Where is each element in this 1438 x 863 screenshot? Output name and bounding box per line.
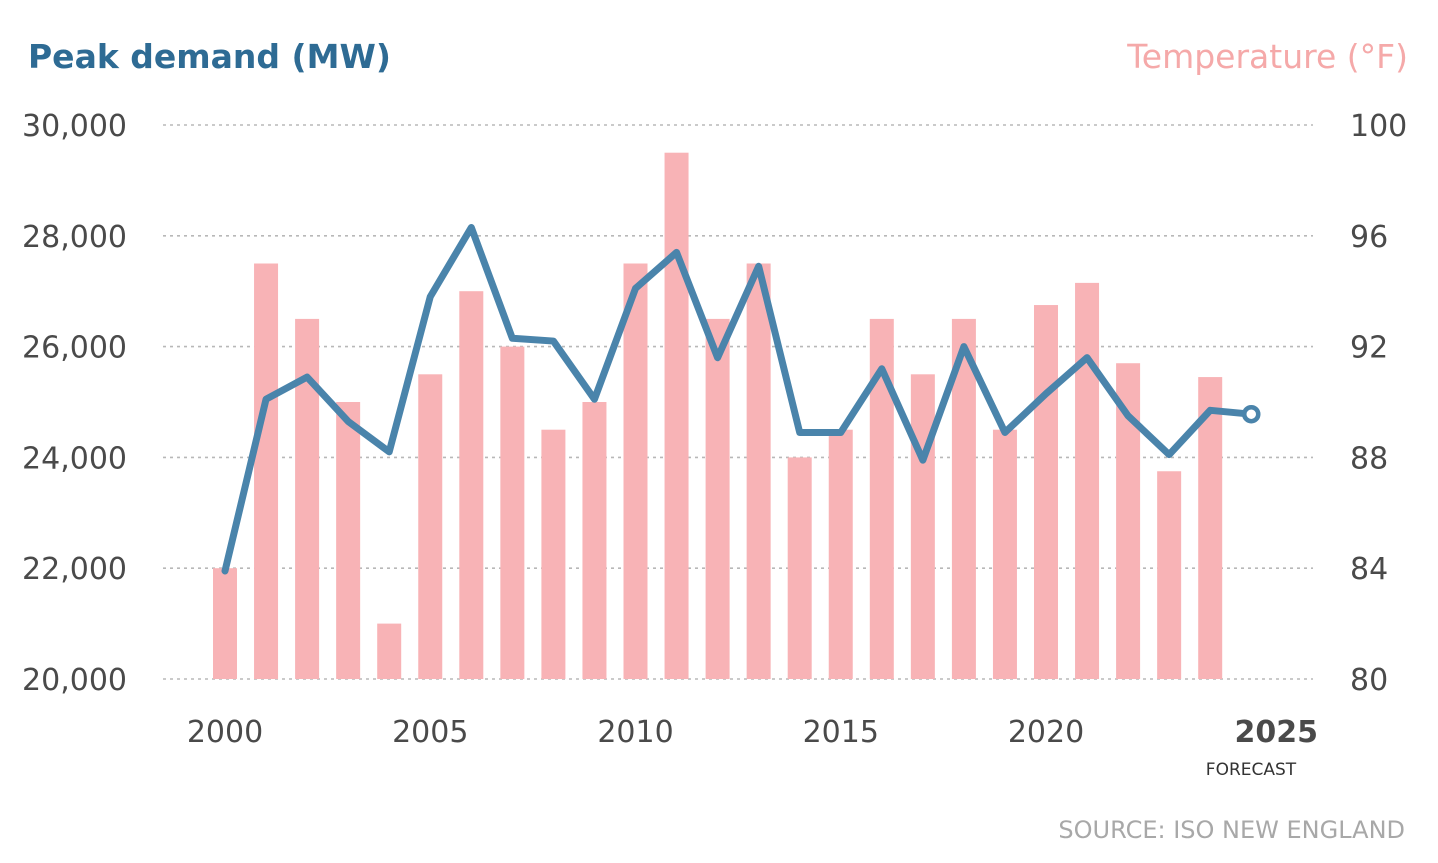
x-tick-label: 2020 [1008,715,1084,750]
x-tick-label: 2015 [803,715,879,750]
temperature-bar [992,429,1017,679]
temperature-bar [828,429,853,679]
y-axis-left: 20,000 22,000 24,000 26,000 28,000 30,000 [22,109,127,698]
y-axis-right: 80 84 88 92 96 100 [1350,109,1407,698]
peak-demand-line [221,223,1255,575]
y-left-tick-label: 20,000 [22,663,127,698]
y-right-tick-label: 100 [1350,109,1407,144]
temperature-bar [500,346,525,679]
grid-layer [163,124,1313,680]
temperature-bar [1075,282,1100,679]
x-tick-label: 2005 [392,715,468,750]
temperature-bar [746,263,771,679]
bars-layer [213,152,1223,679]
source-note: SOURCE: ISO NEW ENGLAND [1058,816,1405,844]
y-right-tick-label: 80 [1350,663,1388,698]
temperature-bar [336,402,361,679]
y-right-tick-label: 84 [1350,552,1388,587]
y-right-tick-label: 96 [1350,220,1388,255]
temperature-bar [705,318,730,679]
y-left-tick-label: 22,000 [22,552,127,587]
forecast-point [1242,404,1261,424]
temperature-bar [582,402,607,679]
y-left-tick-label: 30,000 [22,109,127,144]
y-left-tick-label: 26,000 [22,331,127,366]
x-tick-label: 2000 [187,715,263,750]
y-right-tick-label: 88 [1350,441,1388,476]
temperature-bar [623,263,648,679]
y-left-tick-label: 24,000 [22,441,127,476]
x-tick-label: 2010 [597,715,673,750]
temperature-bar [418,374,443,679]
temperature-bar [254,263,279,679]
temperature-bar [213,568,237,679]
temperature-bar [910,374,935,679]
temperature-bar [541,429,566,679]
temperature-bar [664,152,689,679]
y-left-tick-label: 28,000 [22,220,127,255]
title-right: Temperature (°F) [1126,37,1408,76]
temperature-bar [1034,305,1058,679]
temperature-bar [459,291,484,679]
line-layer [221,223,1261,575]
title-left: Peak demand (MW) [28,37,391,76]
forecast-label: FORECAST [1206,760,1297,780]
x-axis: 2000 2005 2010 2015 2020 2025 [187,715,1318,750]
temperature-bar [787,457,812,679]
x-tick-label: 2025 [1235,715,1319,750]
temperature-bar [1157,471,1182,679]
temperature-bar [377,623,402,679]
y-right-tick-label: 92 [1350,331,1388,366]
temperature-bar [1198,377,1223,679]
temperature-bar [295,318,320,679]
